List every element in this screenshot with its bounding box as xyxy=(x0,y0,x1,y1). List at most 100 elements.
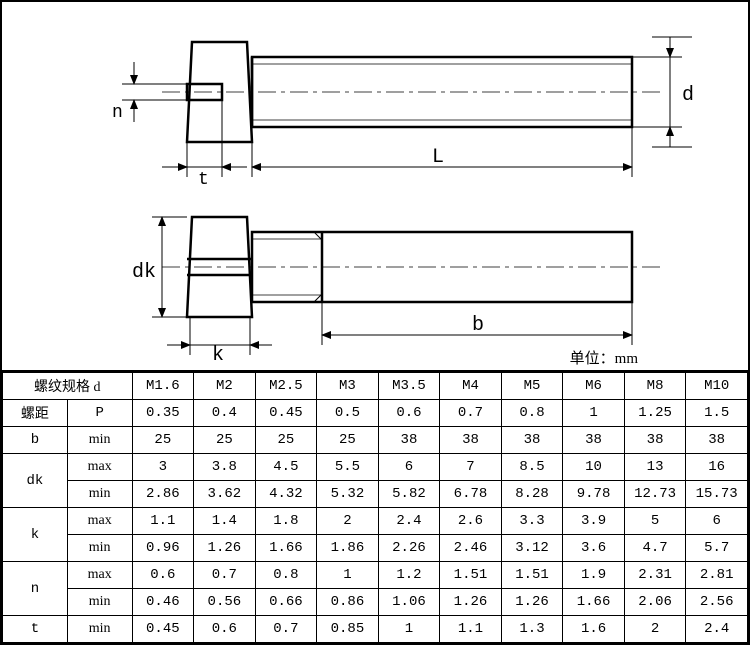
min: min xyxy=(67,481,132,508)
max: max xyxy=(67,454,132,481)
cell: 8.28 xyxy=(501,481,563,508)
cell: 38 xyxy=(624,427,686,454)
min: min xyxy=(67,427,132,454)
cell: 1.06 xyxy=(378,589,440,616)
cell: 25 xyxy=(132,427,194,454)
dim-n: n xyxy=(112,103,123,123)
cell: 6 xyxy=(378,454,440,481)
cell: 0.8 xyxy=(255,562,317,589)
cell: 1.9 xyxy=(563,562,625,589)
dim-d: d xyxy=(682,84,694,107)
cell: 2.06 xyxy=(624,589,686,616)
cell: 13 xyxy=(624,454,686,481)
cell: 38 xyxy=(440,427,502,454)
cell: 0.56 xyxy=(194,589,256,616)
cell: 7 xyxy=(440,454,502,481)
cell: 0.96 xyxy=(132,535,194,562)
cell: 3.3 xyxy=(501,508,563,535)
cell: 1.66 xyxy=(255,535,317,562)
sym-P: P xyxy=(67,400,132,427)
cell: 2.6 xyxy=(440,508,502,535)
cell: 1.25 xyxy=(624,400,686,427)
cell: 0.7 xyxy=(194,562,256,589)
cell: 3.8 xyxy=(194,454,256,481)
cell: 0.66 xyxy=(255,589,317,616)
cell: 4.32 xyxy=(255,481,317,508)
cell: M2.5 xyxy=(255,373,317,400)
cell: M2 xyxy=(194,373,256,400)
cell: 3 xyxy=(132,454,194,481)
cell: 1.86 xyxy=(317,535,379,562)
cell: 0.85 xyxy=(317,616,379,643)
cell: 0.4 xyxy=(194,400,256,427)
cell: 38 xyxy=(563,427,625,454)
cell: 5.82 xyxy=(378,481,440,508)
hdr-spec: 螺纹规格 d xyxy=(3,373,133,400)
cell: 1.8 xyxy=(255,508,317,535)
cell: 2.46 xyxy=(440,535,502,562)
cell: 5 xyxy=(624,508,686,535)
min: min xyxy=(67,589,132,616)
cell: 2.56 xyxy=(686,589,748,616)
cell: 2 xyxy=(317,508,379,535)
cell: 0.35 xyxy=(132,400,194,427)
drawing-frame: n t L xyxy=(0,0,750,645)
sym-t: t xyxy=(3,616,68,643)
cell: 1.26 xyxy=(194,535,256,562)
cell: 1.51 xyxy=(440,562,502,589)
cell: M5 xyxy=(501,373,563,400)
sym-k: k xyxy=(3,508,68,562)
cell: M10 xyxy=(686,373,748,400)
cell: 25 xyxy=(194,427,256,454)
cell: 3.12 xyxy=(501,535,563,562)
cell: 6 xyxy=(686,508,748,535)
cell: 1.6 xyxy=(563,616,625,643)
min: min xyxy=(67,616,132,643)
cell: 1.4 xyxy=(194,508,256,535)
cell: 0.46 xyxy=(132,589,194,616)
cell: M6 xyxy=(563,373,625,400)
cell: 8.5 xyxy=(501,454,563,481)
cell: 12.73 xyxy=(624,481,686,508)
cell: 5.7 xyxy=(686,535,748,562)
cell: 0.8 xyxy=(501,400,563,427)
dim-L: L xyxy=(432,146,444,169)
cell: 6.78 xyxy=(440,481,502,508)
cell: 25 xyxy=(255,427,317,454)
cell: 0.45 xyxy=(132,616,194,643)
cell: 0.45 xyxy=(255,400,317,427)
cell: 2.31 xyxy=(624,562,686,589)
dim-b: b xyxy=(472,314,484,337)
cell: 2.4 xyxy=(378,508,440,535)
cell: 16 xyxy=(686,454,748,481)
sym-dk: dk xyxy=(3,454,68,508)
cell: 0.7 xyxy=(255,616,317,643)
dim-dk: dk xyxy=(132,261,156,284)
cell: 0.5 xyxy=(317,400,379,427)
cell: 2.26 xyxy=(378,535,440,562)
cell: 1.66 xyxy=(563,589,625,616)
cell: 3.9 xyxy=(563,508,625,535)
unit-label: 单位：mm xyxy=(570,347,638,368)
diagram-area: n t L xyxy=(2,2,748,372)
cell: 1.26 xyxy=(501,589,563,616)
cell: 9.78 xyxy=(563,481,625,508)
dim-t: t xyxy=(198,170,209,190)
cell: 38 xyxy=(686,427,748,454)
cell: 38 xyxy=(378,427,440,454)
cell: 2.4 xyxy=(686,616,748,643)
cell: 2.86 xyxy=(132,481,194,508)
cell: 1.51 xyxy=(501,562,563,589)
cell: M8 xyxy=(624,373,686,400)
cell: 3.6 xyxy=(563,535,625,562)
sym-b: b xyxy=(3,427,68,454)
spec-table: 螺纹规格 dM1.6M2M2.5M3M3.5M4M5M6M8M10螺距P0.35… xyxy=(2,372,748,643)
cell: 5.32 xyxy=(317,481,379,508)
min: min xyxy=(67,535,132,562)
cell: 15.73 xyxy=(686,481,748,508)
cell: 10 xyxy=(563,454,625,481)
cell: M1.6 xyxy=(132,373,194,400)
max: max xyxy=(67,562,132,589)
sym-n: n xyxy=(3,562,68,616)
cell: M4 xyxy=(440,373,502,400)
